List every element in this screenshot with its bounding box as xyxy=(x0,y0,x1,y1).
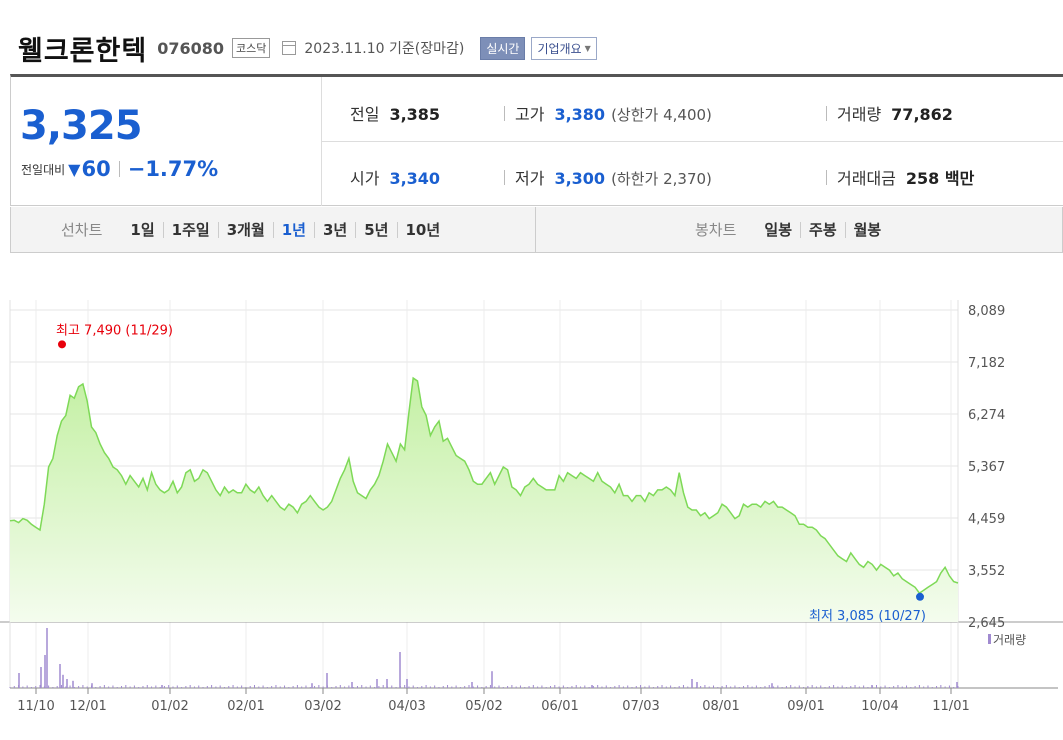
x-tick-label: 12/01 xyxy=(69,699,106,714)
volume-label: 거래량 xyxy=(837,105,882,124)
tab-monthly[interactable]: 월봉 xyxy=(844,221,890,238)
tab-10y[interactable]: 10년 xyxy=(396,221,449,238)
x-tick-label: 09/01 xyxy=(787,699,824,714)
min-marker xyxy=(916,592,924,601)
x-tick-label: 08/01 xyxy=(702,699,739,714)
tab-weekly[interactable]: 주봉 xyxy=(800,221,845,238)
amount-value: 258 백만 xyxy=(905,169,975,188)
company-info-label: 기업개요 xyxy=(537,41,582,56)
stock-name: 웰크론한텍 xyxy=(18,35,148,67)
low-value: 3,300 xyxy=(554,169,606,188)
candle-chart-head: 봉차트 xyxy=(695,221,737,239)
calendar-icon xyxy=(282,41,297,55)
y-tick-label: 6,274 xyxy=(968,408,1005,423)
x-tick-label: 11/01 xyxy=(932,699,969,714)
open-value: 3,340 xyxy=(389,169,441,188)
change-value: 60 xyxy=(81,157,111,181)
change-label: 전일대비 xyxy=(21,162,66,177)
tab-3m[interactable]: 3개월 xyxy=(217,221,273,238)
market-badge: 코스닥 xyxy=(232,38,271,58)
x-tick-label: 11/10 xyxy=(17,699,54,714)
chevron-down-icon: ▼ xyxy=(584,43,591,53)
prev-value: 3,385 xyxy=(389,105,441,124)
high-value: 3,380 xyxy=(554,105,606,124)
date-text: 2023.11.10 기준(장마감) xyxy=(304,41,465,57)
low-label: 저가 xyxy=(515,169,545,188)
min-label: 최저 3,085 (10/27) xyxy=(809,609,926,624)
open-label: 시가 xyxy=(350,169,380,188)
x-tick-label: 03/02 xyxy=(304,699,341,714)
company-info-button[interactable]: 기업개요 ▼ xyxy=(531,36,597,60)
x-tick-label: 01/02 xyxy=(151,699,188,714)
x-tick-label: 06/01 xyxy=(541,699,578,714)
down-triangle-icon: ▼ xyxy=(68,159,81,179)
change-row: 전일대비 ▼ 60 −1.77% xyxy=(21,157,218,181)
high-label: 고가 xyxy=(515,105,545,124)
realtime-button[interactable]: 실시간 xyxy=(480,36,526,60)
tab-1d[interactable]: 1일 xyxy=(130,220,155,239)
y-tick-label: 5,367 xyxy=(968,460,1005,475)
volume: 거래량 77,862 xyxy=(826,101,953,125)
price-grid: 전일 3,385 고가 3,380 (상한가 4,400) 거래량 77,862… xyxy=(322,77,1063,206)
line-chart-head: 선차트 xyxy=(61,221,103,239)
y-tick-label: 4,459 xyxy=(968,512,1005,527)
volume-legend-swatch xyxy=(988,634,991,644)
x-tick-label: 05/02 xyxy=(465,699,502,714)
y-tick-label: 3,552 xyxy=(968,564,1005,579)
lower-limit: (하한가 2,370) xyxy=(611,170,712,188)
upper-limit: (상한가 4,400) xyxy=(611,106,712,124)
price-chart[interactable]: 8,089 7,182 6,274 5,367 4,459 3,552 2,645 거래량 … xyxy=(0,290,1063,740)
y-tick-label: 2,645 xyxy=(968,616,1005,631)
line-chart-tabs: 선차트 1일 1주일 3개월 1년 3년 5년 10년 xyxy=(61,219,448,240)
volume-legend: 거래량 xyxy=(993,633,1026,647)
divider xyxy=(118,161,120,177)
max-label: 최고 7,490 (11/29) xyxy=(56,323,173,338)
x-tick-label: 10/04 xyxy=(861,699,898,714)
prev-label: 전일 xyxy=(350,105,380,124)
tab-3y[interactable]: 3년 xyxy=(314,221,355,238)
x-tick-label: 07/03 xyxy=(622,699,659,714)
price-area xyxy=(10,378,958,622)
low-price: 저가 3,300 (하한가 2,370) xyxy=(504,165,712,189)
open-price: 시가 3,340 xyxy=(350,165,440,189)
chart-tab-bar: 선차트 1일 1주일 3개월 1년 3년 5년 10년 봉차트 일봉 주봉 월봉 xyxy=(10,207,1063,253)
divider xyxy=(535,207,536,252)
tab-1w[interactable]: 1주일 xyxy=(162,221,218,238)
high-price: 고가 3,380 (상한가 4,400) xyxy=(504,101,712,125)
price-summary: 3,325 전일대비 ▼ 60 −1.77% xyxy=(11,77,322,206)
title-row: 웰크론한텍 076080 코스닥 2023.11.10 기준(장마감) 실시간 … xyxy=(18,28,597,68)
trade-amount: 거래대금 258 백만 xyxy=(826,165,974,189)
stock-code: 076080 xyxy=(157,38,224,58)
y-tick-label: 7,182 xyxy=(968,356,1005,371)
price-line xyxy=(9,376,959,595)
x-tick-label: 04/03 xyxy=(388,699,425,714)
volume-value: 77,862 xyxy=(891,105,953,124)
prev-close: 전일 3,385 xyxy=(350,101,440,125)
price-box: 3,325 전일대비 ▼ 60 −1.77% 전일 3,385 고가 3,380… xyxy=(10,74,1063,206)
divider xyxy=(322,141,1063,142)
tab-daily[interactable]: 일봉 xyxy=(764,220,793,239)
amount-label: 거래대금 xyxy=(837,169,896,188)
candle-chart-tabs: 봉차트 일봉 주봉 월봉 xyxy=(695,219,889,240)
y-tick-label: 8,089 xyxy=(968,304,1005,319)
change-percent: −1.77% xyxy=(127,157,219,181)
max-marker xyxy=(58,340,66,349)
tab-1y[interactable]: 1년 xyxy=(272,221,314,238)
x-tick-label: 02/01 xyxy=(227,699,264,714)
current-price: 3,325 xyxy=(20,103,143,149)
tab-5y[interactable]: 5년 xyxy=(355,221,396,238)
